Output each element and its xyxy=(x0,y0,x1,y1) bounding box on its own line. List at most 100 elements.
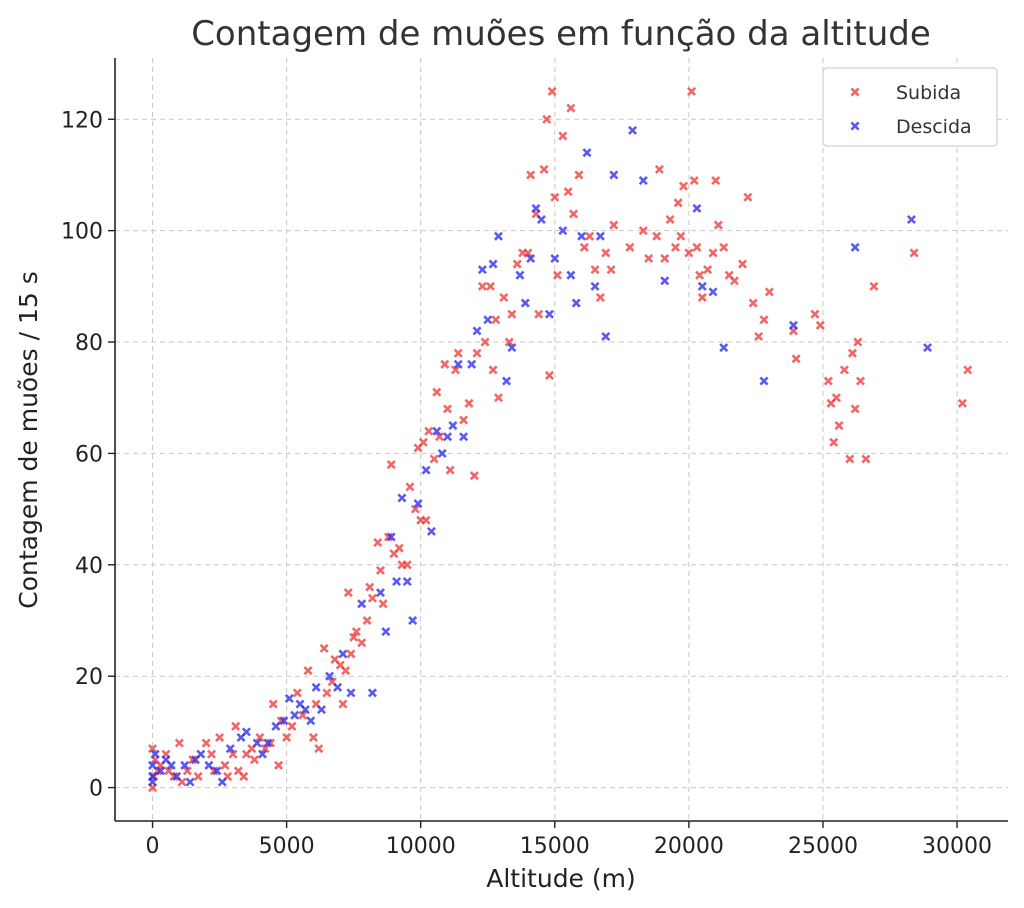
x-tick-label: 25000 xyxy=(788,834,858,859)
data-point xyxy=(249,755,259,765)
data-point xyxy=(507,309,517,319)
data-point xyxy=(338,649,348,659)
data-point xyxy=(459,432,469,442)
data-point xyxy=(869,281,879,291)
data-point xyxy=(365,582,375,592)
data-point xyxy=(381,627,391,637)
data-point xyxy=(257,749,268,759)
data-point xyxy=(638,226,648,236)
data-point xyxy=(665,214,675,225)
data-point xyxy=(493,393,503,403)
data-point xyxy=(392,576,402,587)
data-point xyxy=(196,749,206,759)
x-tick-label: 5000 xyxy=(259,834,315,859)
data-point xyxy=(834,421,844,431)
data-point xyxy=(861,454,871,464)
data-point xyxy=(590,281,600,291)
data-point xyxy=(847,348,857,358)
data-point xyxy=(491,315,501,325)
data-point xyxy=(590,265,600,275)
data-point xyxy=(333,682,343,692)
data-point xyxy=(558,131,568,141)
data-point xyxy=(542,114,552,124)
data-point xyxy=(453,348,463,358)
chart-title: Contagem de muões em função da altitude xyxy=(191,14,931,54)
data-point xyxy=(263,738,273,748)
data-point xyxy=(357,638,367,648)
data-point xyxy=(480,337,490,347)
data-point xyxy=(459,415,469,425)
data-point xyxy=(437,448,447,458)
data-point xyxy=(300,705,310,715)
data-point xyxy=(957,398,967,408)
series-descida xyxy=(148,125,933,787)
data-point xyxy=(268,699,278,709)
data-point xyxy=(670,242,680,252)
data-point xyxy=(429,454,439,464)
data-point xyxy=(673,198,683,208)
data-point xyxy=(292,688,302,698)
data-point xyxy=(472,348,482,358)
data-point xyxy=(467,359,477,369)
x-axis-ticks: 0 5000 10000 15000 20000 25000 30000 xyxy=(146,821,992,859)
data-points xyxy=(148,86,973,793)
data-point xyxy=(443,432,453,442)
data-point xyxy=(378,599,388,609)
data-point xyxy=(713,220,723,230)
y-tick-label: 20 xyxy=(75,665,103,690)
data-point xyxy=(174,738,184,748)
data-point xyxy=(207,749,217,759)
data-point xyxy=(515,270,525,280)
data-point xyxy=(550,192,560,202)
y-axis-ticks: 0 20 40 60 80 100 120 xyxy=(61,108,115,802)
data-point xyxy=(375,565,386,575)
data-point xyxy=(464,398,474,408)
data-point xyxy=(539,164,549,174)
data-point xyxy=(180,760,190,770)
data-point xyxy=(829,437,839,447)
legend-marker-descida xyxy=(850,121,860,131)
y-tick-label: 40 xyxy=(75,554,103,579)
data-point xyxy=(719,343,729,353)
data-point xyxy=(906,214,916,225)
data-point xyxy=(282,732,292,742)
data-point xyxy=(582,148,592,158)
data-point xyxy=(311,682,321,692)
data-point xyxy=(853,337,863,347)
x-axis-label: Altitude (m) xyxy=(486,864,636,893)
data-point xyxy=(687,86,697,96)
data-point xyxy=(386,460,396,470)
data-point xyxy=(531,203,541,213)
data-point xyxy=(225,744,235,754)
data-point xyxy=(325,671,335,681)
data-point xyxy=(148,744,158,754)
data-point xyxy=(424,426,434,436)
data-point xyxy=(815,320,825,330)
data-point xyxy=(341,666,351,676)
data-point xyxy=(290,710,300,720)
data-point xyxy=(754,331,764,341)
data-point xyxy=(434,432,445,442)
data-point xyxy=(204,760,214,770)
data-point xyxy=(228,749,238,759)
data-point xyxy=(319,643,329,653)
data-point xyxy=(322,688,332,698)
data-point xyxy=(421,515,431,525)
data-point xyxy=(432,426,442,436)
x-tick-label: 10000 xyxy=(386,834,456,859)
data-point xyxy=(367,593,377,603)
x-tick-label: 0 xyxy=(146,834,160,859)
data-point xyxy=(644,253,654,264)
data-point xyxy=(357,599,367,609)
data-point xyxy=(660,276,670,286)
data-point xyxy=(166,760,176,770)
data-point xyxy=(469,471,479,481)
data-point xyxy=(606,265,616,275)
data-point xyxy=(850,404,860,414)
data-point xyxy=(453,359,463,369)
data-point xyxy=(408,615,418,626)
data-point xyxy=(156,766,166,776)
data-point xyxy=(451,365,461,375)
